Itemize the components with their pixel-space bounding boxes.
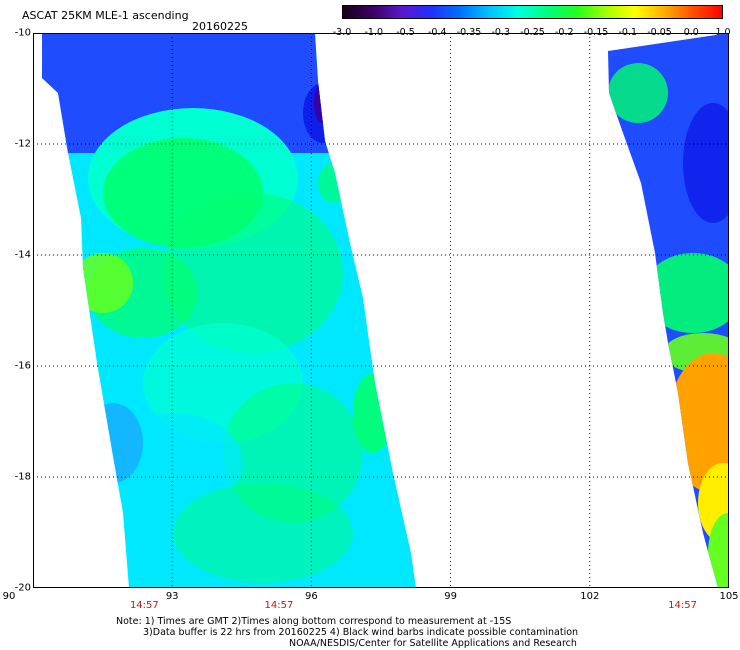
map-date: 20160225 [192,20,248,33]
swath-patch [173,483,353,583]
colorbar-tick-label: -0.1 [618,27,638,38]
y-axis-label: -12 [14,138,31,150]
swath-patch [83,403,143,483]
note-line-2: 3)Data buffer is 22 hrs from 20160225 4)… [143,627,579,638]
swath-patch [303,83,343,143]
colorbar-tick-label: -0.35 [456,27,482,38]
swath-patch [353,373,393,453]
y-axis-label: -10 [14,27,31,39]
colorbar-tick-label: -3.0 [332,27,352,38]
x-axis-label: 99 [444,591,457,602]
colorbar-tick-label: -0.15 [583,27,609,38]
swath-patch [608,63,668,123]
y-axis-label: -14 [14,249,31,261]
colorbar-tick-label: -1.0 [364,27,384,38]
x-axis-label: 96 [305,591,318,602]
map-plot [33,33,729,588]
swath-patch [223,383,363,523]
x-axis-label: 93 [165,591,179,602]
map-grid [33,33,729,588]
swath-patch [73,253,133,313]
note-line-3: NOAA/NESDIS/Center for Satellite Applica… [289,638,577,649]
y-axis-label: -20 [14,582,31,594]
swath-patch [668,353,729,493]
swath-patch [314,83,330,123]
time-label: 14:57 [668,600,698,611]
x-axis-label: 90 [2,591,16,602]
colorbar-tick-label: -0.05 [647,27,672,38]
colorbar-tick-label: -0.4 [427,27,447,38]
colorbar-tick-label: 1.0 [715,27,731,38]
swath-patch [103,413,243,513]
colorbar-tick-label: -0.5 [396,27,415,38]
y-axis-label: -16 [14,360,31,372]
swath-patch [318,163,348,203]
time-label: 14:57 [129,600,159,611]
colorbar-tick-label: -0.25 [520,27,545,38]
colorbar-tick-label: 0.0 [683,27,699,38]
x-axis-label: 105 [719,591,739,602]
colorbar-tick-label: -0.2 [554,27,574,38]
swath-patch [698,463,729,543]
time-label: 14:57 [264,600,294,611]
swath-patch [643,253,729,333]
map-frame [33,33,729,588]
swath-patch [163,193,343,353]
colorbar [342,5,723,19]
y-axis-label: -18 [14,471,31,483]
colorbar-tick-label: -0.3 [491,27,511,38]
note-line-1: Note: 1) Times are GMT 2)Times along bot… [116,616,512,627]
x-axis-label: 102 [580,591,600,602]
map-title: ASCAT 25KM MLE-1 ascending [22,9,189,22]
swath-data [42,33,729,588]
